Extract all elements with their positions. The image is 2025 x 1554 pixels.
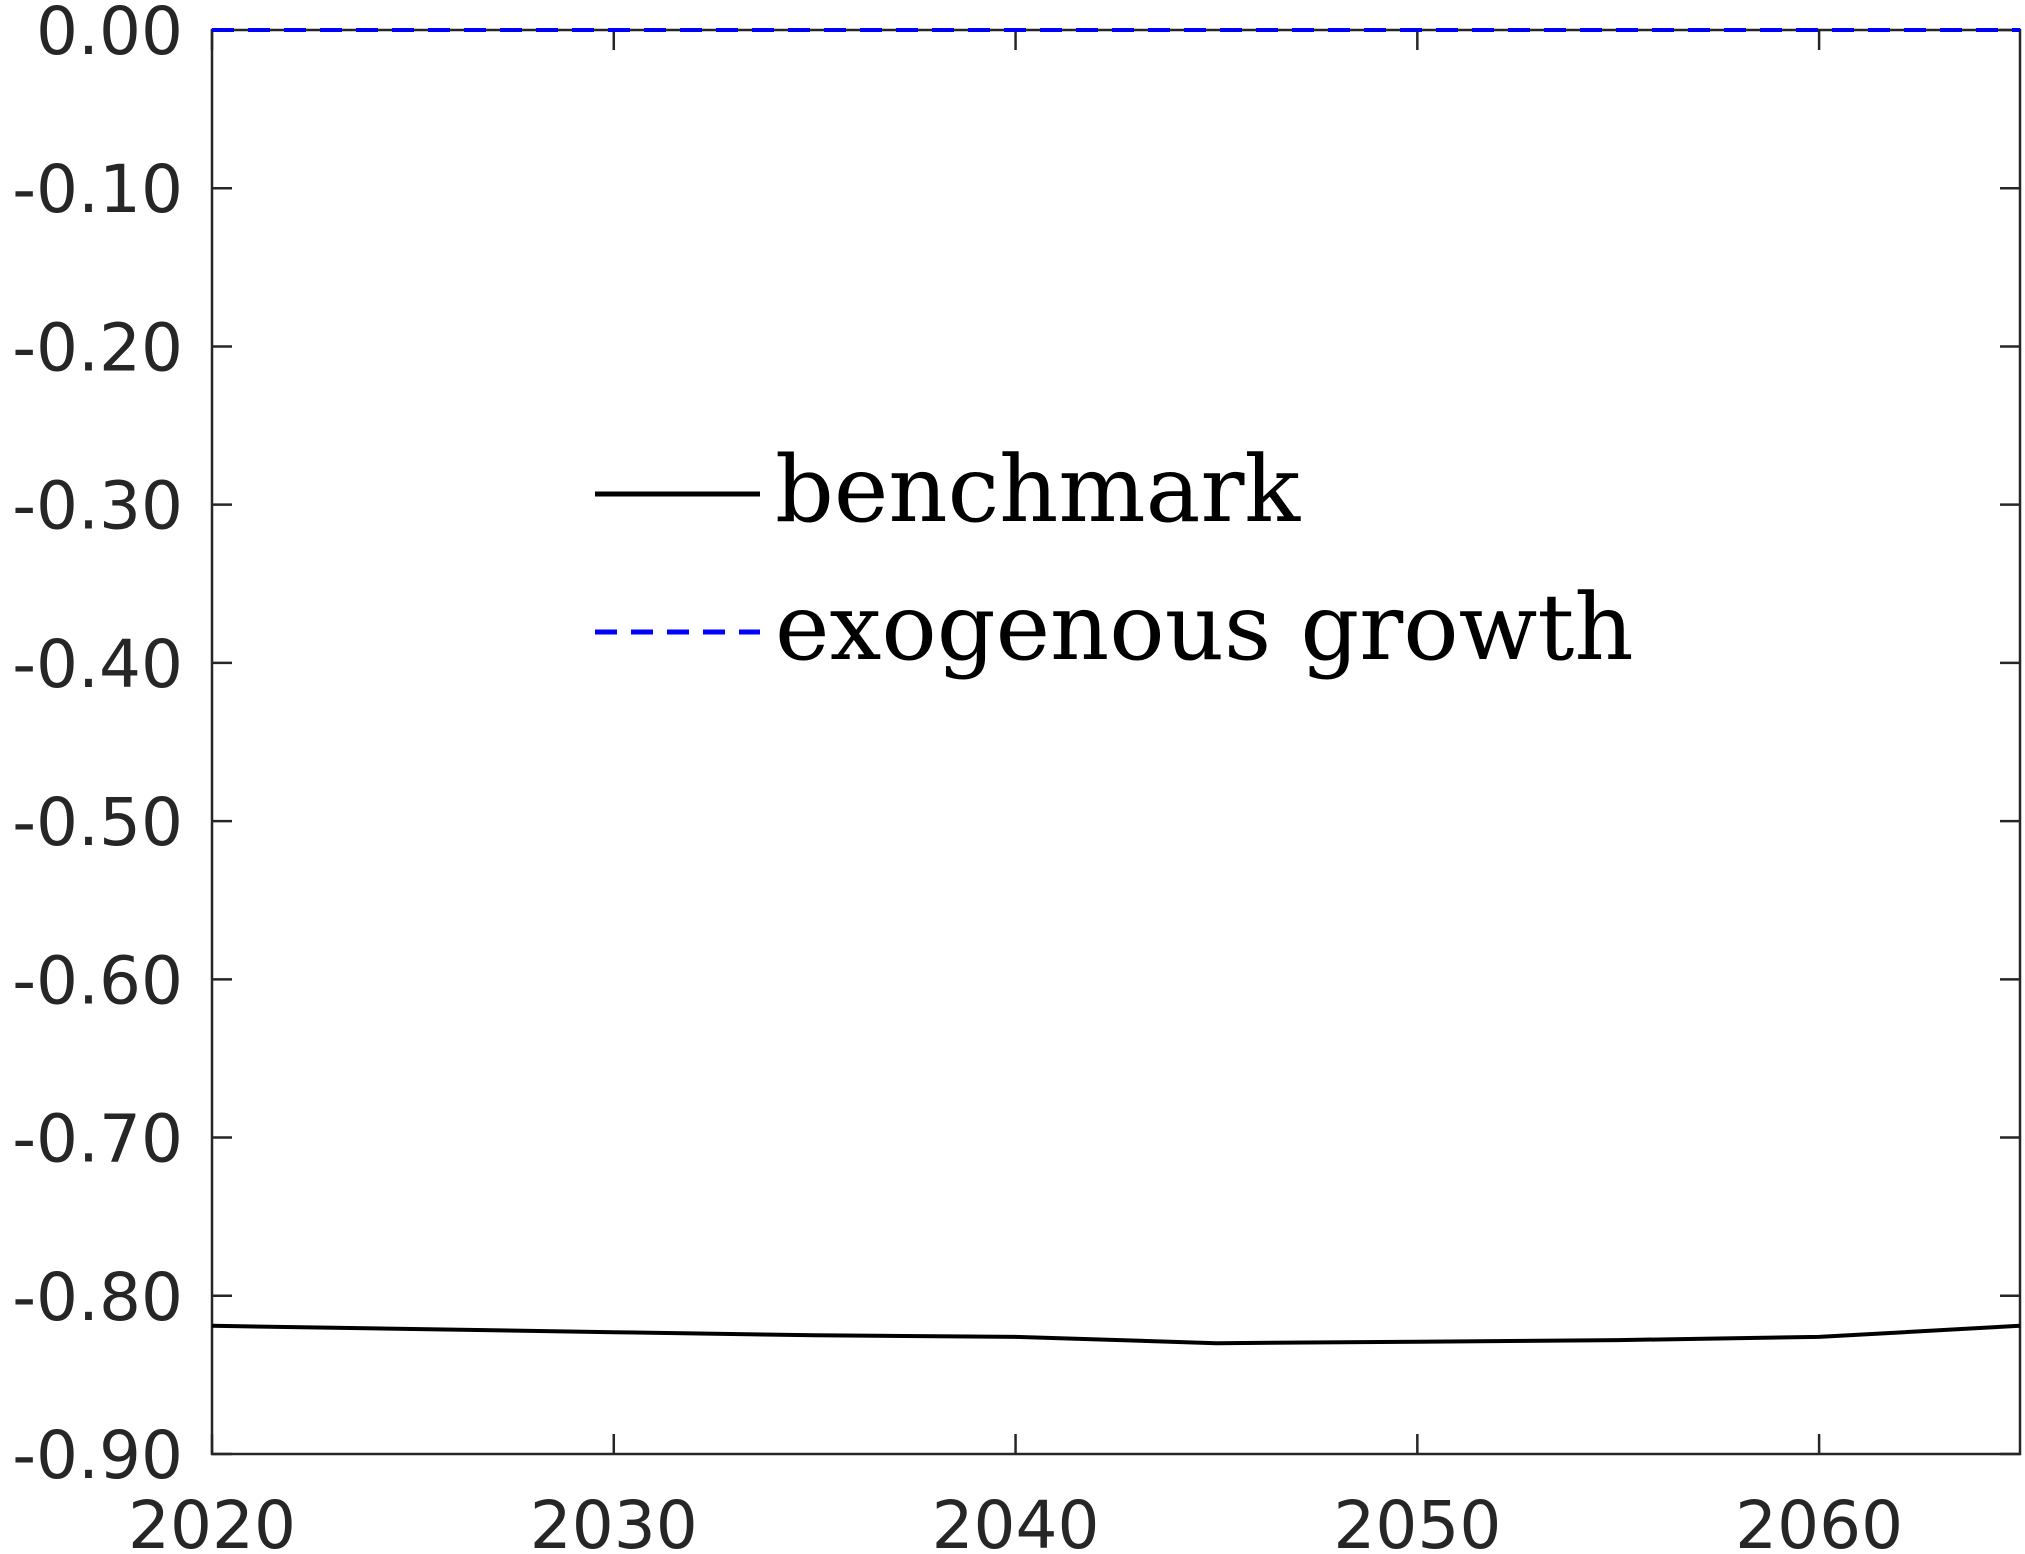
x-tick-label: 2040 — [932, 1487, 1100, 1554]
x-tick-label: 2030 — [530, 1487, 698, 1554]
legend-label: benchmark — [775, 436, 1301, 543]
y-tick-label: -0.20 — [12, 309, 183, 386]
x-tick-label: 2060 — [1735, 1487, 1903, 1554]
y-tick-label: -0.40 — [12, 626, 183, 703]
x-tick-label: 2050 — [1333, 1487, 1501, 1554]
y-tick-label: 0.00 — [36, 0, 183, 70]
x-tick-label: 2020 — [128, 1487, 296, 1554]
y-tick-label: -0.70 — [12, 1101, 183, 1178]
y-tick-label: -0.50 — [12, 784, 183, 861]
series-line-benchmark — [211, 1323, 2021, 1346]
legend-label: exogenous growth — [775, 574, 1634, 681]
y-tick-label: -0.80 — [12, 1259, 183, 1336]
plot-area-frame — [210, 28, 2022, 1456]
y-tick-label: -0.10 — [12, 151, 183, 228]
y-tick-label: -0.30 — [12, 468, 183, 545]
y-tick-label: -0.90 — [12, 1417, 183, 1494]
y-tick-label: -0.60 — [12, 942, 183, 1019]
